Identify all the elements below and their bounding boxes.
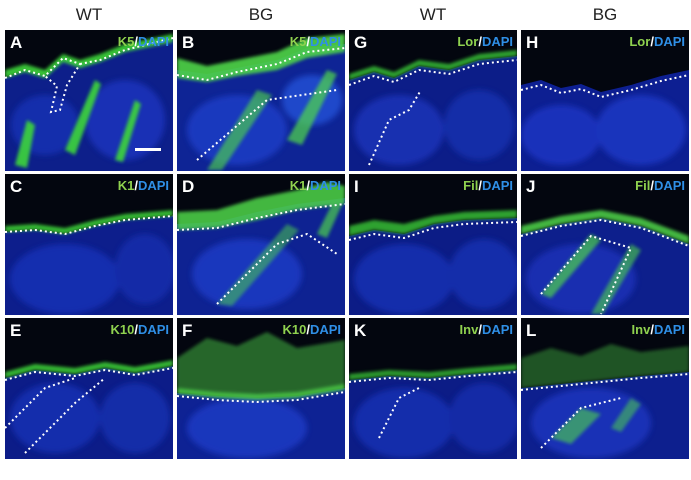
panel-letter: H <box>526 33 539 52</box>
panel-letter: A <box>10 33 23 52</box>
separator: / <box>306 34 310 49</box>
marker-name: K5 <box>289 34 307 49</box>
micrograph-panel-f: F K10/DAPI <box>177 318 345 459</box>
micrograph-panel-k: K Inv/DAPI <box>349 318 517 459</box>
separator: / <box>306 322 310 337</box>
marker-name: K1 <box>289 178 307 193</box>
micrograph-panel-h: H Lor/DAPI <box>521 30 689 171</box>
micrograph-image <box>521 30 689 171</box>
micrograph-image <box>177 30 345 171</box>
separator: / <box>306 178 310 193</box>
micrograph-image <box>5 30 173 171</box>
column-header-wt: WT <box>419 5 447 24</box>
marker-name: K10 <box>110 322 135 337</box>
counterstain-name: DAPI <box>481 34 513 49</box>
micrograph-image <box>349 30 517 171</box>
panel-letter: I <box>354 177 359 196</box>
separator: / <box>478 322 482 337</box>
micrograph-image <box>177 318 345 459</box>
separator: / <box>134 178 138 193</box>
column-header-bg: BG <box>248 5 274 24</box>
panel-letter: K <box>354 321 367 340</box>
micrograph-image <box>349 174 517 315</box>
panel-letter: G <box>354 33 368 52</box>
separator: / <box>650 178 654 193</box>
counterstain-name: DAPI <box>481 322 513 337</box>
separator: / <box>134 34 138 49</box>
stain-label: Fil/DAPI <box>463 178 513 194</box>
micrograph-panel-c: C K1/DAPI <box>5 174 173 315</box>
separator: / <box>650 322 654 337</box>
counterstain-name: DAPI <box>653 322 685 337</box>
marker-name: K1 <box>117 178 135 193</box>
separator: / <box>478 34 482 49</box>
stain-label: Inv/DAPI <box>460 322 513 338</box>
counterstain-name: DAPI <box>309 322 341 337</box>
micrograph-image <box>5 318 173 459</box>
micrograph-image <box>349 318 517 459</box>
marker-name: Lor <box>629 34 651 49</box>
micrograph-panel-l: L Inv/DAPI <box>521 318 689 459</box>
separator: / <box>478 178 482 193</box>
marker-name: Inv <box>631 322 651 337</box>
stain-label: Lor/DAPI <box>457 34 513 50</box>
stain-label: K1/DAPI <box>118 178 169 194</box>
panel-letter: B <box>182 33 195 52</box>
stain-label: K5/DAPI <box>118 34 169 50</box>
micrograph-image <box>177 174 345 315</box>
stain-label: K5/DAPI <box>290 34 341 50</box>
marker-name: K5 <box>117 34 135 49</box>
counterstain-name: DAPI <box>309 178 341 193</box>
stain-label: K1/DAPI <box>290 178 341 194</box>
micrograph-panel-a: A K5/DAPI <box>5 30 173 171</box>
column-header-bg: BG <box>592 5 618 24</box>
counterstain-name: DAPI <box>481 178 513 193</box>
stain-label: Lor/DAPI <box>629 34 685 50</box>
stain-label: K10/DAPI <box>282 322 341 338</box>
separator: / <box>134 322 138 337</box>
micrograph-image <box>521 318 689 459</box>
counterstain-name: DAPI <box>309 34 341 49</box>
marker-name: Fil <box>635 178 651 193</box>
panel-letter: L <box>526 321 537 340</box>
counterstain-name: DAPI <box>653 34 685 49</box>
panel-letter: D <box>182 177 195 196</box>
panel-letter: J <box>526 177 536 196</box>
scale-bar <box>135 148 161 151</box>
micrograph-panel-j: J Fil/DAPI <box>521 174 689 315</box>
micrograph-image <box>5 174 173 315</box>
column-header-wt: WT <box>75 5 103 24</box>
counterstain-name: DAPI <box>137 178 169 193</box>
marker-name: Inv <box>459 322 479 337</box>
panel-letter: E <box>10 321 22 340</box>
micrograph-image <box>521 174 689 315</box>
marker-name: Fil <box>463 178 479 193</box>
counterstain-name: DAPI <box>653 178 685 193</box>
micrograph-panel-b: B K5/DAPI <box>177 30 345 171</box>
marker-name: Lor <box>457 34 479 49</box>
stain-label: K10/DAPI <box>110 322 169 338</box>
marker-name: K10 <box>282 322 307 337</box>
micrograph-panel-d: D K1/DAPI <box>177 174 345 315</box>
counterstain-name: DAPI <box>137 34 169 49</box>
stain-label: Fil/DAPI <box>635 178 685 194</box>
micrograph-panel-e: E K10/DAPI <box>5 318 173 459</box>
micrograph-panel-g: G Lor/DAPI <box>349 30 517 171</box>
separator: / <box>650 34 654 49</box>
micrograph-panel-i: I Fil/DAPI <box>349 174 517 315</box>
counterstain-name: DAPI <box>137 322 169 337</box>
panel-letter: F <box>182 321 193 340</box>
stain-label: Inv/DAPI <box>632 322 685 338</box>
panel-letter: C <box>10 177 23 196</box>
